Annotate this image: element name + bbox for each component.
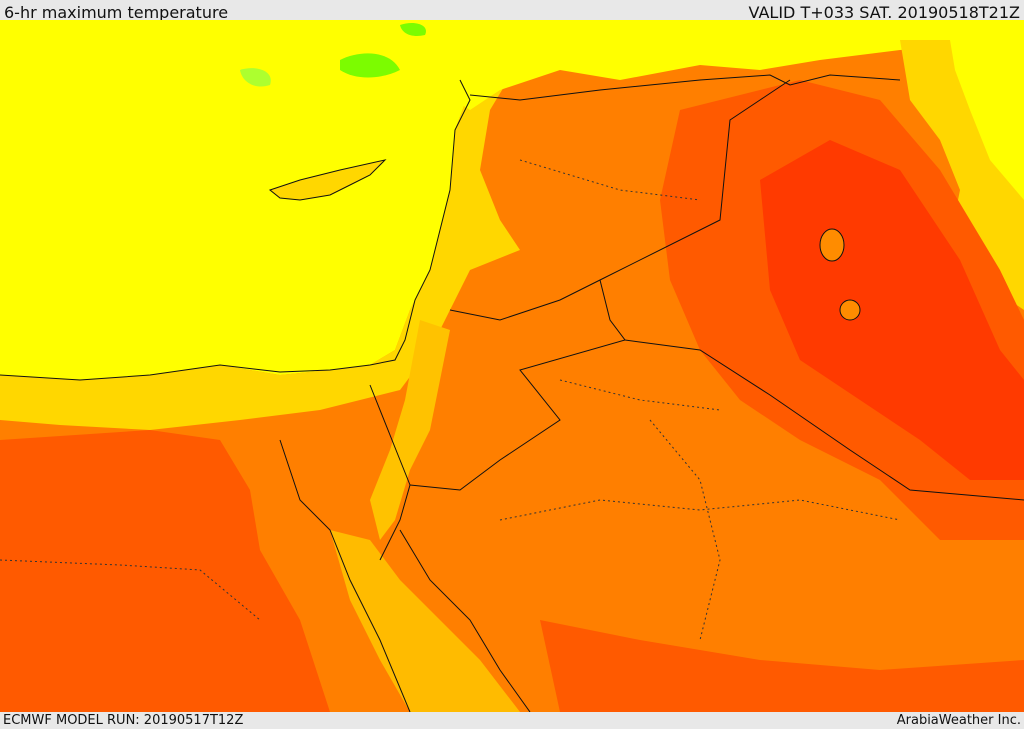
temperature-map [0, 20, 1024, 712]
levant-coast [0, 79, 471, 381]
valid-time: VALID T+033 SAT. 20190518T21Z [748, 3, 1020, 22]
jordan-border [409, 279, 626, 491]
mediterranean-sea [0, 20, 470, 380]
cyprus [268, 159, 387, 201]
green-patch-3 [240, 68, 271, 87]
borders [0, 74, 1024, 712]
credit-text: ArabiaWeather Inc. [896, 713, 1021, 728]
model-run: ECMWF MODEL RUN: 20190517T12Z [3, 713, 244, 728]
turkey-border [469, 74, 901, 101]
red-sea [330, 530, 520, 712]
syria-iraq-border [449, 79, 791, 321]
levant-strip [370, 320, 450, 540]
iraq-saudi-border [624, 339, 1024, 501]
lake-habbaniyah [839, 299, 861, 321]
green-patch [340, 53, 400, 78]
province-lines [0, 159, 901, 641]
iraq-hottest [760, 140, 1024, 480]
saudi-hot [540, 620, 1024, 712]
footer-bar [0, 712, 1024, 729]
sinai-border [369, 384, 411, 561]
red-sea-east [399, 529, 531, 712]
map-title: 6-hr maximum temperature [4, 3, 229, 22]
green-patch-2 [400, 23, 426, 36]
lake-tharthar [819, 228, 845, 262]
north-fringe [0, 20, 1024, 110]
zagros-yellow [950, 40, 1024, 200]
egypt-hot [0, 430, 330, 712]
red-sea-west [279, 439, 411, 712]
header-bar [0, 0, 1024, 20]
